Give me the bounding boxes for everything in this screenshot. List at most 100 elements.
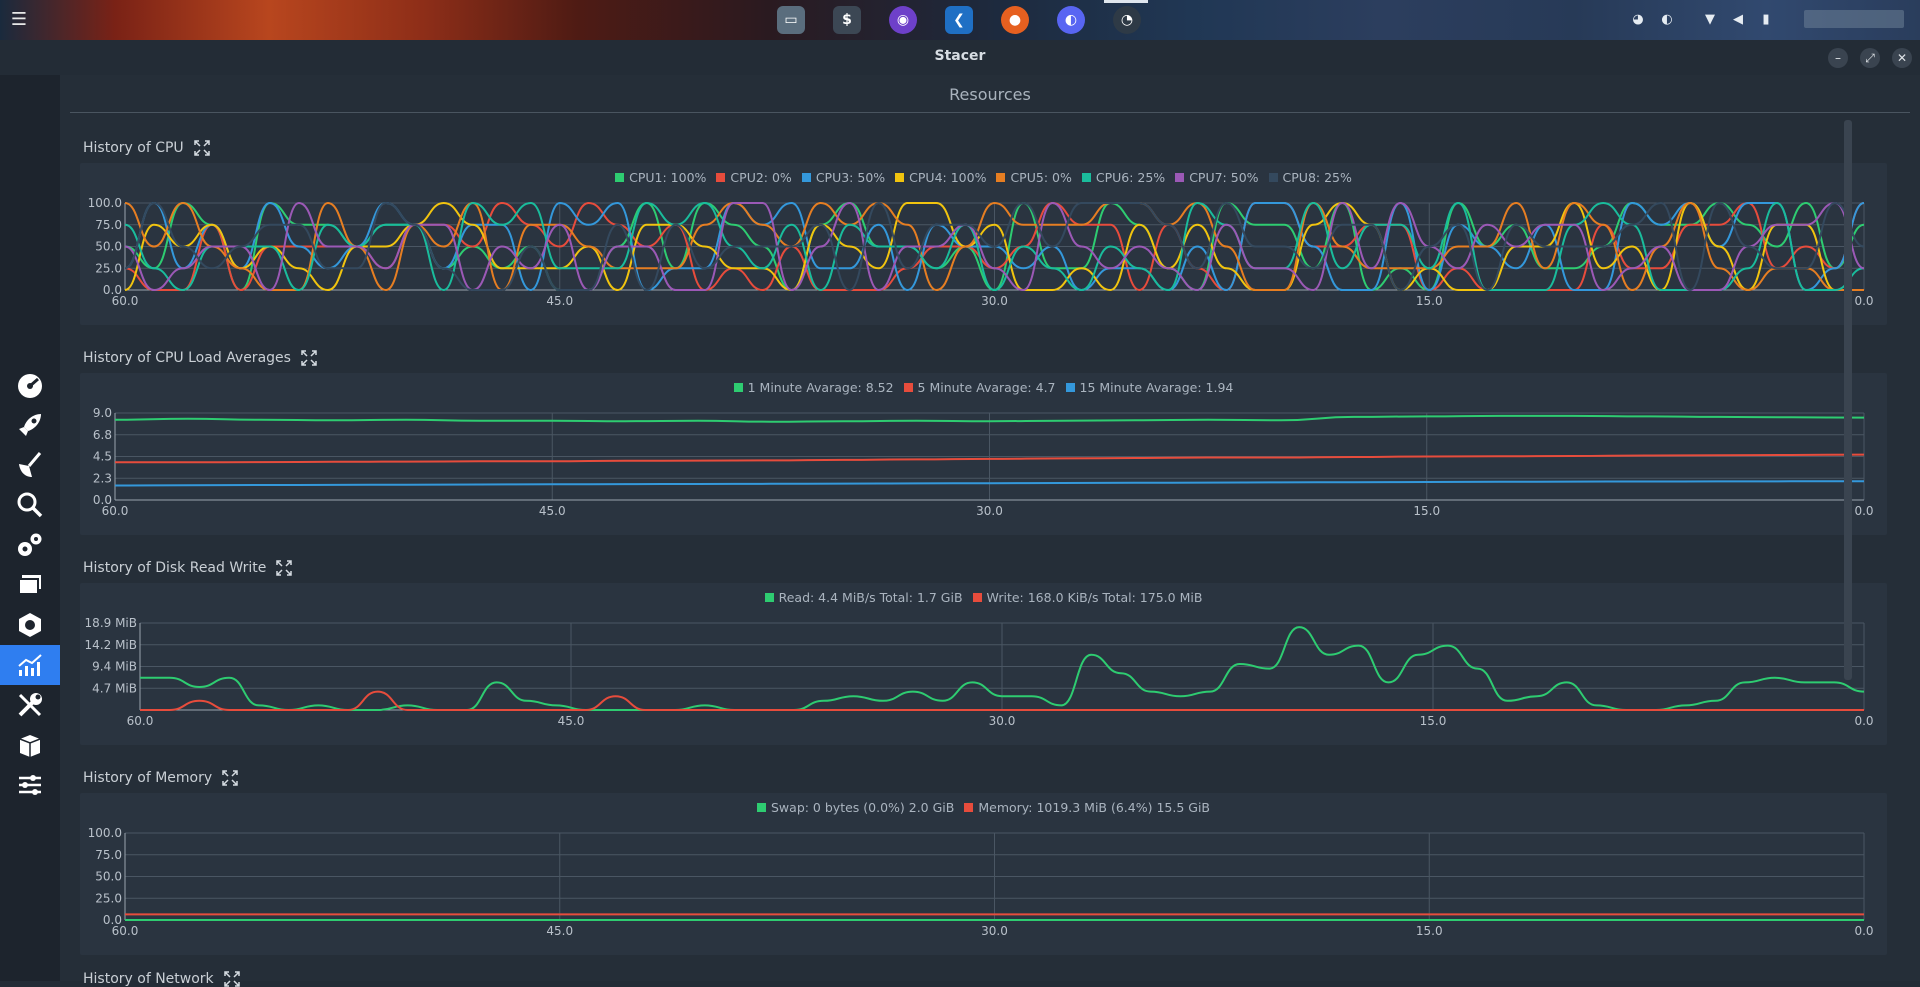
sidebar-item-dashboard[interactable]	[0, 365, 60, 405]
load-chart: 9.06.84.52.30.060.0 45.0 30.0 15.0 0.0	[93, 406, 1874, 518]
sidebar-item-settings[interactable]	[0, 765, 60, 805]
dashboard-icon	[18, 374, 42, 398]
legend-item: 15 Minute Avarage: 1.94	[1065, 380, 1233, 395]
firefox-icon[interactable]: ●	[1001, 6, 1029, 34]
y-tick-label: 14.2 MiB	[85, 638, 137, 652]
legend-item: Write: 168.0 KiB/s Total: 175.0 MiB	[972, 590, 1203, 605]
legend-label: 1 Minute Avarage: 8.52	[747, 380, 894, 395]
legend-label: Swap: 0 bytes (0.0%) 2.0 GiB	[771, 800, 955, 815]
series-line	[114, 480, 1865, 487]
active-app-indicator	[1104, 0, 1148, 3]
x-tick-label: 15.0	[1413, 504, 1440, 518]
sidebar-item-uninstaller[interactable]	[0, 605, 60, 645]
sidebar-item-helpers[interactable]	[0, 685, 60, 725]
legend-label: CPU1: 100%	[629, 170, 707, 185]
load-history-label: History of CPU Load Averages	[83, 350, 291, 366]
legend-swatch	[903, 383, 913, 392]
sidebar-item-startup-apps[interactable]	[0, 405, 60, 445]
stacer-icon[interactable]: ◔	[1113, 6, 1141, 34]
resources-icon	[18, 654, 42, 676]
memory-section-title: History of Memory	[83, 770, 238, 786]
close-button[interactable]: ✕	[1892, 48, 1912, 68]
series-line	[124, 201, 1864, 292]
title-bar[interactable]: Stacer – ⤢ ✕	[0, 40, 1920, 75]
sidebar-item-services[interactable]	[0, 525, 60, 565]
startup-apps-icon	[19, 414, 41, 436]
resources-page: Resources History of CPU CPU1: 100% CPU2:…	[70, 75, 1910, 987]
network-section-title: History of Network	[83, 971, 240, 987]
load-chart-panel: 1 Minute Avarage: 8.52 5 Minute Avarage: …	[80, 373, 1887, 535]
y-tick-label: 100.0	[88, 196, 122, 210]
legend-swatch	[964, 803, 974, 812]
expand-icon[interactable]	[223, 971, 240, 987]
legend-item: CPU4: 100%	[895, 170, 986, 185]
expand-icon[interactable]	[301, 350, 317, 366]
x-tick-label: 0.0	[1854, 924, 1873, 938]
clock-redacted[interactable]	[1804, 10, 1904, 28]
github-icon[interactable]: ◉	[889, 6, 917, 34]
x-tick-label: 0.0	[1854, 714, 1873, 728]
discord-icon[interactable]: ◐	[1057, 6, 1085, 34]
y-tick-label: 2.3	[93, 471, 112, 485]
battery-icon[interactable]: ▮	[1762, 12, 1770, 27]
sidebar-item-apt-repository[interactable]	[0, 725, 60, 765]
legend-item: 5 Minute Avarage: 4.7	[903, 380, 1056, 395]
legend-swatch	[716, 173, 726, 182]
legend-label: CPU2: 0%	[730, 170, 792, 185]
sidebar-item-processes[interactable]	[0, 565, 60, 605]
system-top-bar: ☰ ▭ $ ◉ ❮ ● ◐ ◔ ◕ ◐ ▼ ◀ ▮	[0, 0, 1920, 40]
sidebar-item-resources[interactable]	[0, 645, 60, 685]
legend-label: Read: 4.4 MiB/s Total: 1.7 GiB	[778, 590, 963, 605]
x-tick-label: 30.0	[976, 504, 1003, 518]
legend-swatch	[615, 173, 625, 182]
processes-icon	[18, 575, 41, 595]
stacer-tray-icon[interactable]: ◕	[1632, 12, 1644, 27]
cpu-chart-panel: CPU1: 100% CPU2: 0% CPU3: 50% CPU4: 100% CPU…	[80, 163, 1887, 325]
maximize-button[interactable]: ⤢	[1860, 48, 1880, 68]
legend-swatch	[1175, 173, 1185, 182]
legend-swatch	[1268, 173, 1278, 182]
x-tick-label: 45.0	[546, 294, 573, 308]
sidebar-item-system-cleaner[interactable]	[0, 445, 60, 485]
volume-icon[interactable]: ◀	[1733, 12, 1743, 27]
minimize-button[interactable]: –	[1828, 48, 1848, 68]
memory-legend: Swap: 0 bytes (0.0%) 2.0 GiB Memory: 1019…	[80, 800, 1887, 815]
expand-icon[interactable]	[222, 770, 238, 786]
expand-icon[interactable]	[276, 560, 293, 576]
legend-swatch	[996, 173, 1006, 182]
settings-icon	[19, 775, 41, 795]
legend-item: 1 Minute Avarage: 8.52	[733, 380, 894, 395]
files-icon[interactable]: ▭	[777, 6, 805, 34]
services-icon	[18, 533, 42, 556]
x-tick-label: 60.0	[102, 504, 129, 518]
legend-swatch	[801, 173, 811, 182]
vertical-scrollbar[interactable]	[1844, 120, 1852, 680]
expand-icon[interactable]	[193, 140, 210, 156]
legend-label: CPU8: 25%	[1282, 170, 1352, 185]
title-divider	[70, 112, 1910, 113]
cpu-history-label: History of CPU	[83, 140, 184, 156]
x-tick-label: 45.0	[539, 504, 566, 518]
cpu-chart: 100.075.050.025.00.060.0 45.0 30.0 15.0 0.0	[88, 196, 1874, 308]
sidebar-item-search[interactable]	[0, 485, 60, 525]
legend-swatch	[1081, 173, 1091, 182]
distro-logo-icon[interactable]: ☰	[10, 9, 28, 30]
terminal-icon[interactable]: $	[833, 6, 861, 34]
x-tick-label: 30.0	[989, 714, 1016, 728]
vscode-icon[interactable]: ❮	[945, 6, 973, 34]
memory-chart: 100.075.050.025.00.060.0 45.0 30.0 15.0 0.0	[88, 826, 1874, 938]
x-tick-label: 60.0	[127, 714, 154, 728]
memory-chart-panel: Swap: 0 bytes (0.0%) 2.0 GiB Memory: 1019…	[80, 793, 1887, 955]
wifi-icon[interactable]: ▼	[1705, 12, 1715, 27]
legend-swatch	[972, 593, 982, 602]
legend-label: CPU5: 0%	[1010, 170, 1072, 185]
disk-legend: Read: 4.4 MiB/s Total: 1.7 GiB Write: 168…	[80, 590, 1887, 605]
x-tick-label: 0.0	[1854, 504, 1873, 518]
system-cleaner-icon	[19, 452, 42, 477]
series-line	[140, 690, 1864, 711]
uninstaller-icon	[19, 613, 41, 637]
legend-label: Write: 168.0 KiB/s Total: 175.0 MiB	[986, 590, 1203, 605]
memory-history-label: History of Memory	[83, 770, 213, 786]
legend-item: Swap: 0 bytes (0.0%) 2.0 GiB	[757, 800, 954, 815]
discord-tray-icon[interactable]: ◐	[1661, 12, 1673, 27]
